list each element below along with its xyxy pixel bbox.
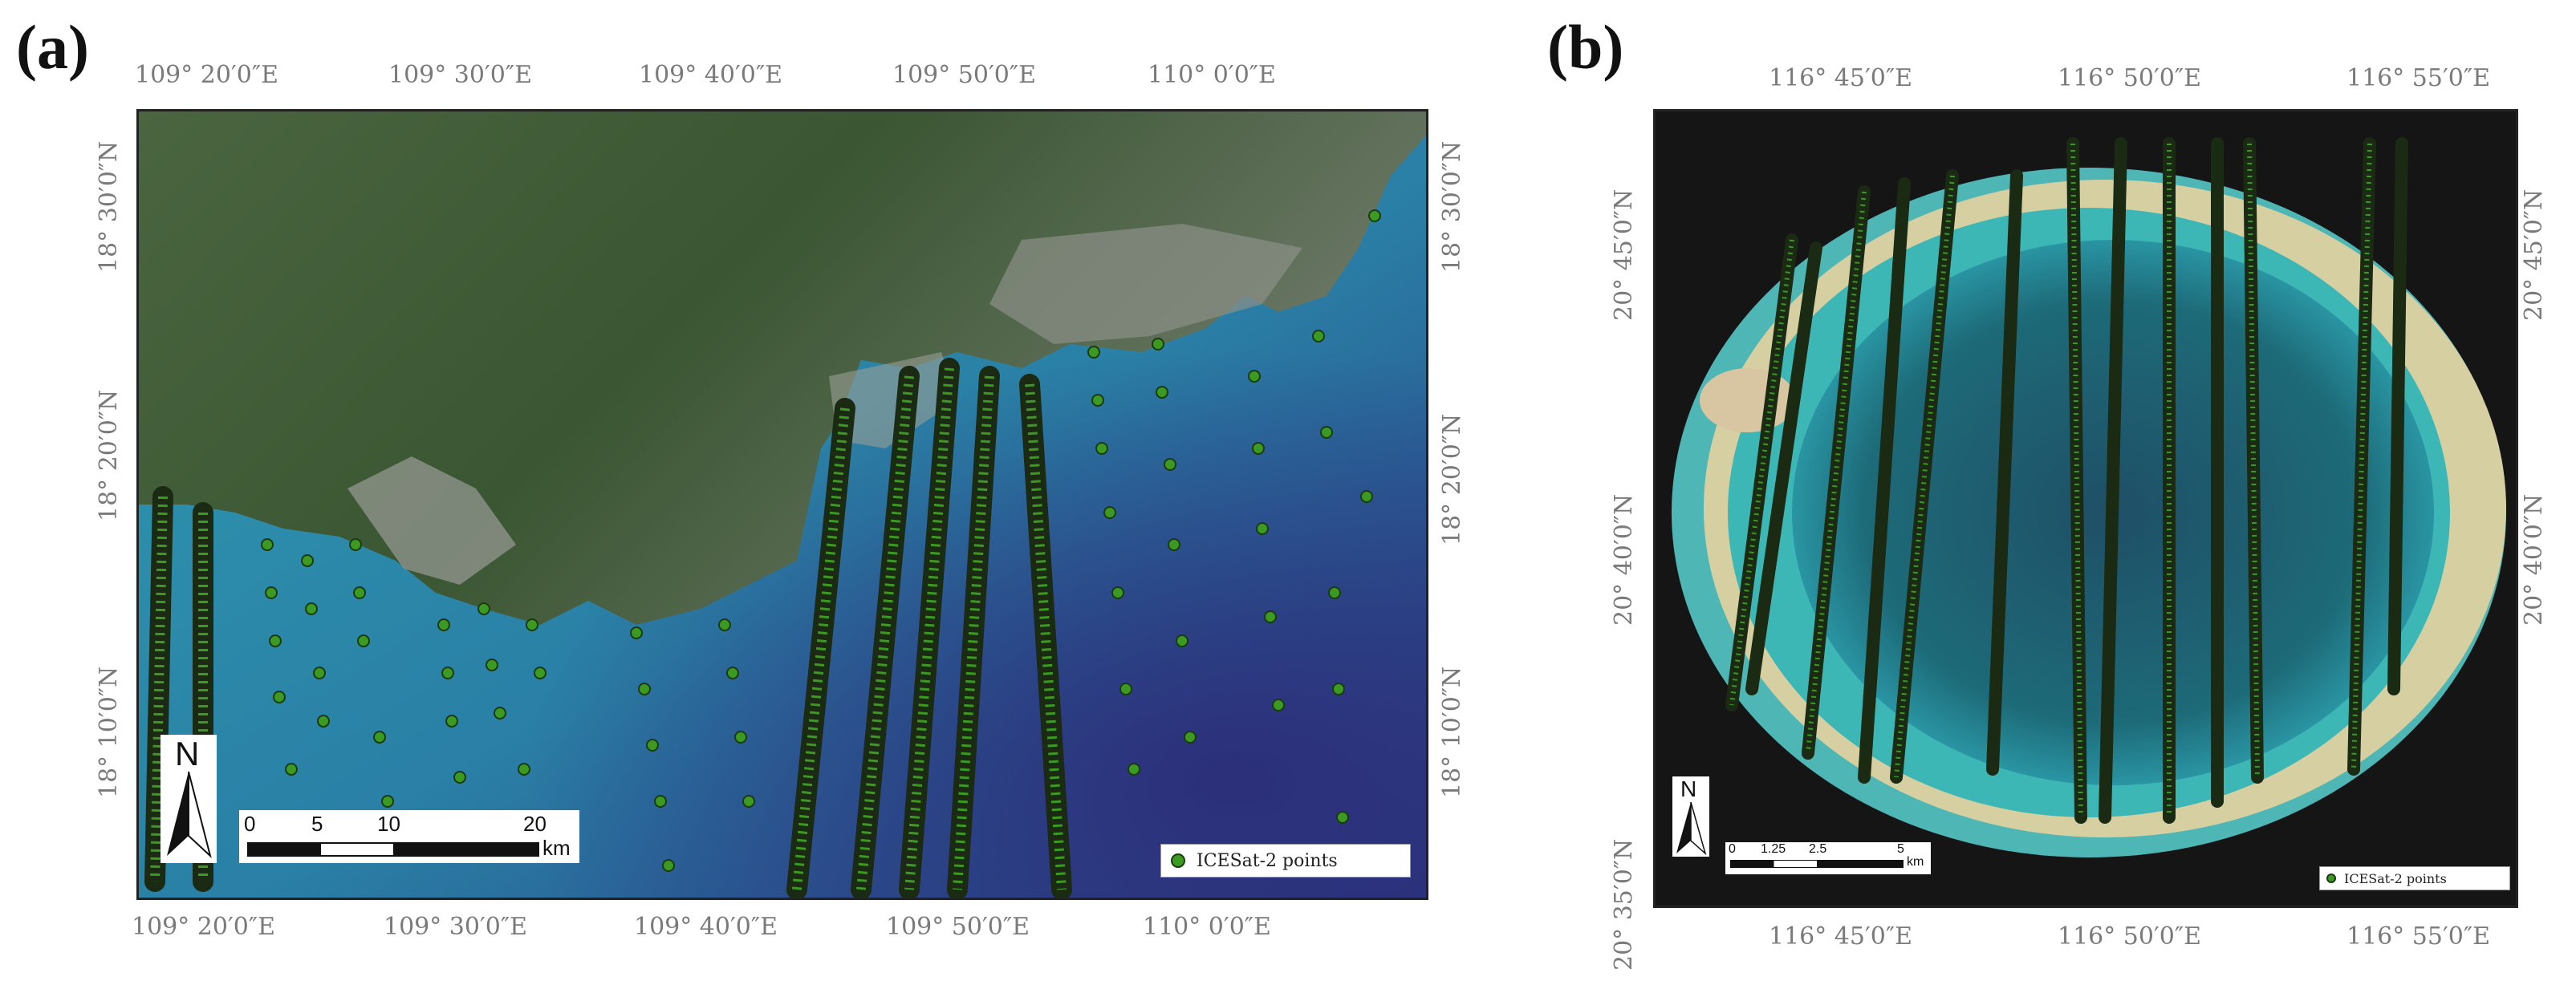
icesat2-dense-tracks-green (150, 367, 1067, 890)
north-arrow-icon (167, 772, 212, 859)
panel-a-left-tick-1: 18° 30′0″N (95, 140, 123, 273)
panel-b-left-tick-1: 20° 45′0″N (1610, 188, 1638, 321)
panel-a-north-arrow: N (160, 735, 217, 863)
panel-b-right-tick-2: 20° 40′0″N (2520, 493, 2548, 626)
panel-b-top-tick-3: 116° 55′0″E (2346, 64, 2490, 92)
panel-a-scale-label-0: 0 (244, 812, 256, 836)
panel-b-scale-label-5: 5 (1897, 842, 1904, 856)
panel-b-top-tick-2: 116° 50′0″E (2058, 64, 2201, 92)
panel-b-scale-bar: 0 1.25 2.5 5 km (1725, 842, 1931, 874)
coast-urban (829, 352, 957, 448)
panel-a-right-tick-2: 18° 20′0″N (1438, 413, 1466, 545)
icesat2-sparse-points (261, 209, 1381, 872)
island (1700, 368, 1796, 432)
panel-a-letter: (a) (16, 12, 89, 82)
icesat2-tracks-b (1725, 137, 2408, 824)
legend-point-icon (2326, 874, 2336, 883)
panel-b-north-arrow: N (1672, 776, 1709, 857)
panel-a-top-tick-5: 110° 0′0″E (1148, 61, 1276, 89)
panel-b-letter: (b) (1547, 12, 1624, 82)
panel-b-scale-bar-graphic (1730, 860, 1904, 868)
panel-a-bottom-tick-2: 109° 30′0″E (384, 913, 527, 941)
panel-a-legend: ICESat-2 points (1160, 844, 1411, 878)
panel-a-scale-label-20: 20 (523, 812, 546, 836)
panel-a-top-tick-4: 109° 50′0″E (892, 61, 1036, 89)
panel-a-bottom-tick-4: 109° 50′0″E (886, 913, 1030, 941)
panel-a-top-tick-3: 109° 40′0″E (639, 61, 782, 89)
panel-a-north-label: N (175, 735, 200, 772)
panel-a-top-tick-2: 109° 30′0″E (388, 61, 532, 89)
panel-b-scale-label-0: 0 (1729, 842, 1736, 856)
panel-b-legend: ICESat-2 points (2319, 866, 2510, 890)
panel-b-scale-unit: km (1907, 855, 1924, 869)
panel-a-bottom-tick-1: 109° 20′0″E (132, 913, 275, 941)
panel-b-bottom-tick-1: 116° 45′0″E (1769, 922, 1912, 951)
panel-b-left-tick-2: 20° 40′0″N (1610, 493, 1638, 626)
panel-a-scale-label-5: 5 (311, 812, 323, 836)
panel-a-scale-bar: 0 5 10 20 km (239, 810, 579, 863)
panel-a-top-tick-1: 109° 20′0″E (135, 61, 278, 89)
panel-a-scale-unit: km (542, 836, 571, 860)
panel-b-scale-label-1-25: 1.25 (1761, 842, 1786, 856)
panel-a-scale-bar-graphic (247, 842, 539, 857)
panel-a-map (136, 109, 1428, 900)
panel-a-right-tick-1: 18° 30′0″N (1438, 140, 1466, 273)
panel-b-bottom-tick-3: 116° 55′0″E (2346, 922, 2490, 951)
panel-a-left-tick-3: 18° 10′0″N (95, 666, 123, 798)
panel-a-bottom-tick-5: 110° 0′0″E (1143, 913, 1271, 941)
panel-a-right-tick-3: 18° 10′0″N (1438, 666, 1466, 798)
panel-b-north-label: N (1680, 776, 1697, 801)
panel-b-right-tick-1: 20° 45′0″N (2520, 188, 2548, 321)
panel-b-map (1653, 109, 2518, 908)
panel-b-legend-label: ICESat-2 points (2344, 870, 2447, 886)
panel-b-scale-label-2-5: 2.5 (1809, 842, 1827, 856)
icesat2-tracks-b-green (1729, 143, 2372, 818)
north-arrow-icon (1676, 802, 1707, 855)
urban-area (347, 456, 516, 585)
panel-b-left-tick-3: 20° 35′0″N (1610, 838, 1638, 971)
panel-a-scale-label-10: 10 (377, 812, 400, 836)
panel-a-legend-label: ICESat-2 points (1197, 850, 1338, 871)
panel-b-top-tick-1: 116° 45′0″E (1769, 64, 1912, 92)
legend-point-icon (1171, 853, 1185, 868)
panel-a-left-tick-2: 18° 20′0″N (95, 389, 123, 521)
panel-b-bottom-tick-2: 116° 50′0″E (2058, 922, 2201, 951)
urban-area-east (989, 224, 1302, 344)
panel-a-bottom-tick-3: 109° 40′0″E (634, 913, 778, 941)
